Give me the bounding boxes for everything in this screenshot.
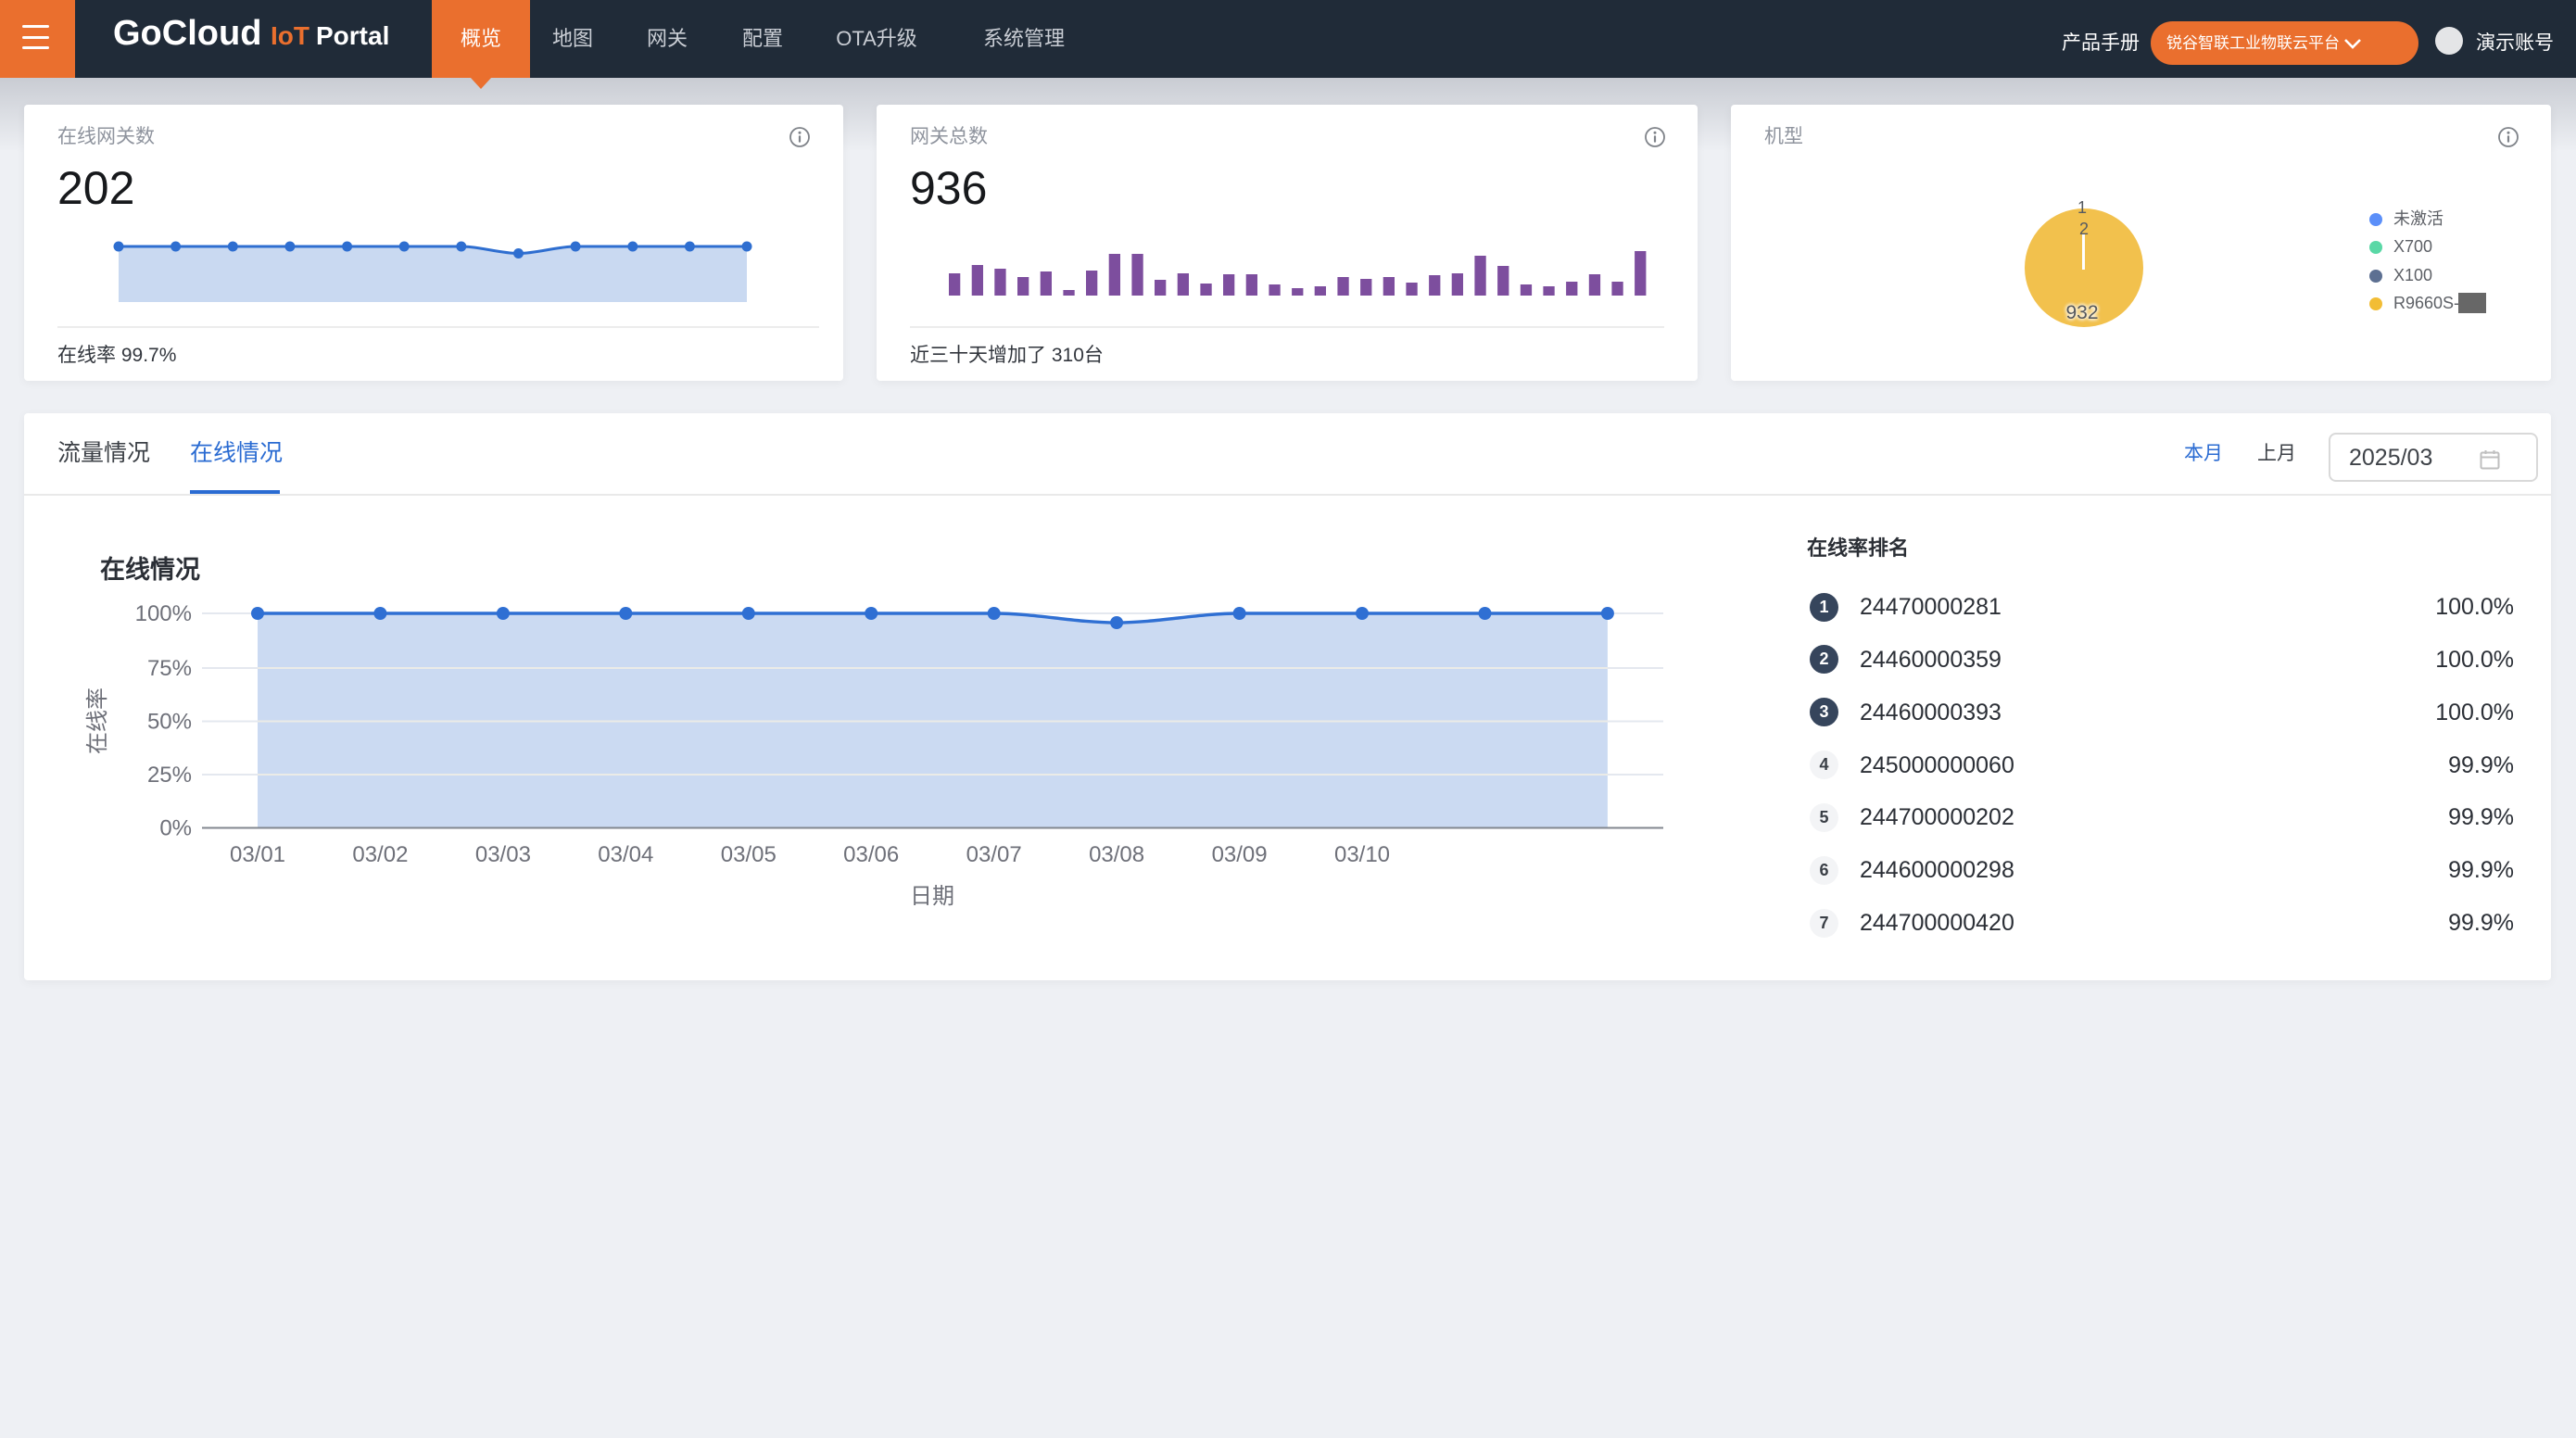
svg-text:75%: 75% <box>147 656 192 681</box>
svg-text:03/04: 03/04 <box>598 842 653 867</box>
svg-text:03/07: 03/07 <box>966 842 1022 867</box>
svg-text:日期: 日期 <box>910 884 954 909</box>
svg-text:03/06: 03/06 <box>843 842 899 867</box>
svg-text:50%: 50% <box>147 710 192 735</box>
svg-text:03/09: 03/09 <box>1212 842 1268 867</box>
svg-text:0%: 0% <box>159 816 192 841</box>
svg-text:在线率: 在线率 <box>85 687 110 754</box>
svg-text:25%: 25% <box>147 763 192 788</box>
svg-text:03/10: 03/10 <box>1334 842 1390 867</box>
svg-text:03/02: 03/02 <box>352 842 408 867</box>
svg-text:03/05: 03/05 <box>721 842 777 867</box>
svg-text:03/01: 03/01 <box>230 842 285 867</box>
svg-text:03/08: 03/08 <box>1089 842 1144 867</box>
svg-text:03/03: 03/03 <box>475 842 531 867</box>
svg-text:100%: 100% <box>135 601 192 626</box>
